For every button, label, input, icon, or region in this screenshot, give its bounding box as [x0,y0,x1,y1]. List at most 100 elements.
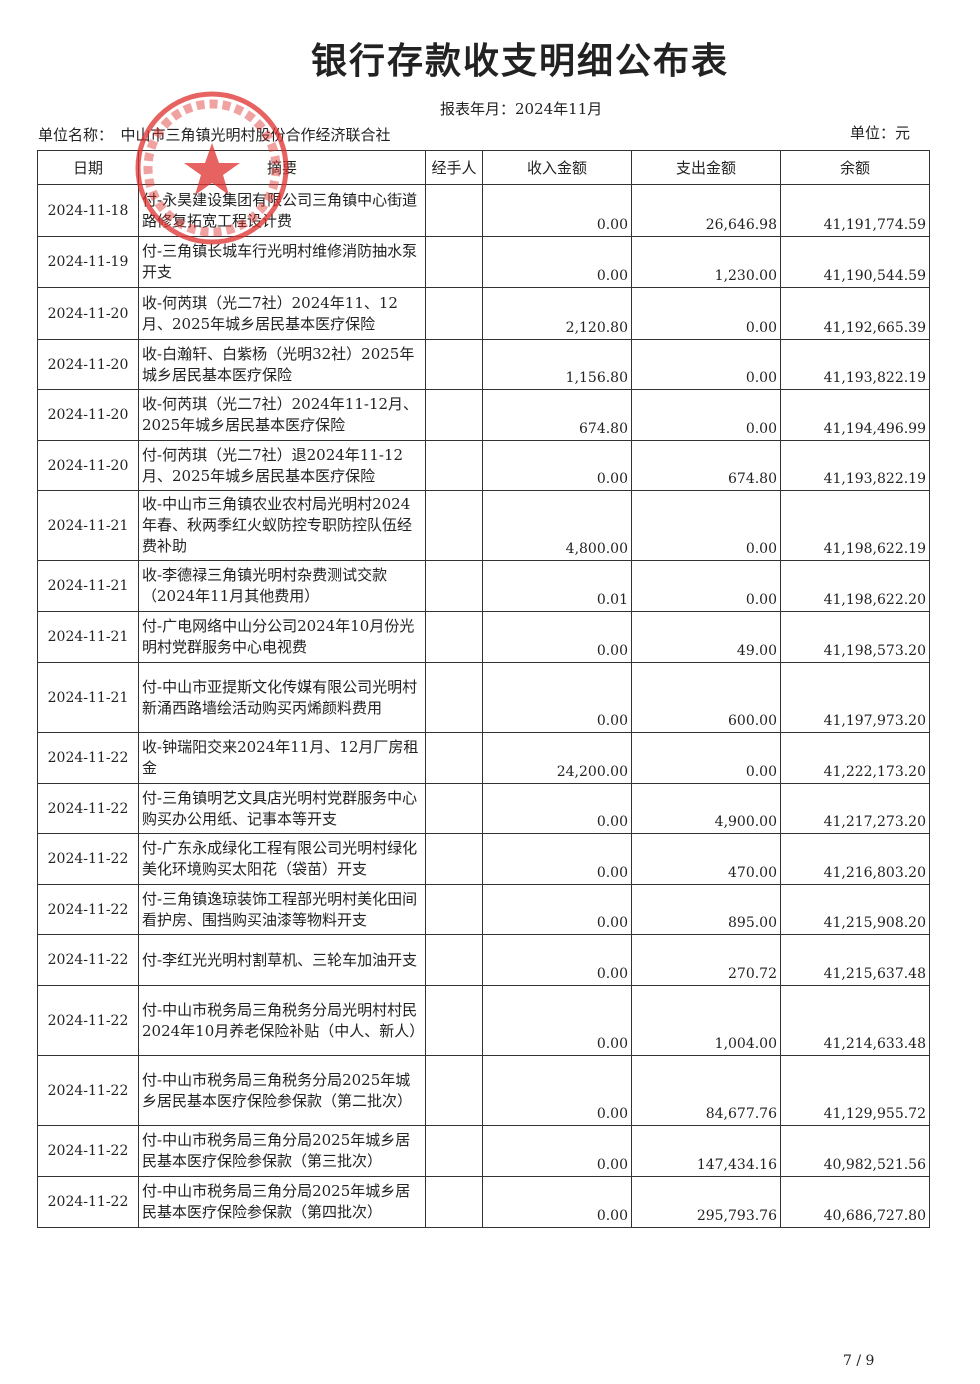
row-income: 0.00 [482,833,632,885]
row-handler [425,339,483,390]
row-date: 2024-11-18 [37,184,139,237]
row-income: 24,200.00 [482,732,632,784]
report-period: 报表年月：2024年11月 [440,100,603,118]
currency-unit: 单位：元 [850,124,911,142]
row-income: 0.00 [482,985,632,1056]
row-date: 2024-11-22 [37,732,139,784]
row-description: 付-三角镇长城车行光明村维修消防抽水泵开支 [138,236,426,288]
row-date: 2024-11-22 [37,783,139,834]
row-date: 2024-11-20 [37,389,139,441]
row-date: 2024-11-20 [37,440,139,491]
row-date: 2024-11-21 [37,662,139,733]
row-description: 收-中山市三角镇农业农村局光明村2024年春、秋两季红火蚁防控专职防控队伍经费补… [138,490,426,561]
row-income: 0.00 [482,934,632,986]
row-balance: 41,194,496.99 [780,389,930,441]
row-income: 674.80 [482,389,632,441]
row-description: 付-三角镇明艺文具店光明村党群服务中心购买办公用纸、记事本等开支 [138,783,426,834]
row-handler [425,389,483,441]
row-date: 2024-11-19 [37,236,139,288]
row-income: 0.00 [482,1055,632,1126]
row-description: 收-钟瑞阳交来2024年11月、12月厂房租金 [138,732,426,784]
row-handler [425,985,483,1056]
table-row: 2024-11-21 收-李德禄三角镇光明村杂费测试交款（2024年11月其他费用… [37,560,930,612]
table-row: 2024-11-19 付-三角镇长城车行光明村维修消防抽水泵开支 0.00 1,230… [37,236,930,288]
row-income: 0.00 [482,236,632,288]
row-date: 2024-11-20 [37,287,139,340]
col-expense: 支出金额 [631,150,781,185]
row-balance: 41,222,173.20 [780,732,930,784]
col-date: 日期 [37,150,139,185]
row-balance: 41,215,908.20 [780,884,930,935]
row-balance: 41,217,273.20 [780,783,930,834]
row-expense: 674.80 [631,440,781,491]
row-balance: 41,191,774.59 [780,184,930,237]
row-balance: 41,193,822.19 [780,339,930,390]
row-income: 0.00 [482,440,632,491]
table-row: 2024-11-22 付-三角镇明艺文具店光明村党群服务中心购买办公用纸、记事本等… [37,783,930,834]
table-row: 2024-11-21 付-中山市亚提斯文化传媒有限公司光明村新涌西路墙绘活动购买丙… [37,662,930,733]
row-income: 0.00 [482,1176,632,1228]
row-description: 付-中山市亚提斯文化传媒有限公司光明村新涌西路墙绘活动购买丙烯颜料费用 [138,662,426,733]
table-row: 2024-11-21 收-中山市三角镇农业农村局光明村2024年春、秋两季红火蚁防… [37,490,930,561]
col-income: 收入金额 [482,150,632,185]
row-handler [425,934,483,986]
row-expense: 26,646.98 [631,184,781,237]
page-title: 银行存款收支明细公布表 [310,41,729,82]
row-handler [425,732,483,784]
table-row: 2024-11-22 付-中山市税务局三角税务分局光明村村民2024年10月养老保… [37,985,930,1056]
row-balance: 41,197,973.20 [780,662,930,733]
row-income: 0.00 [482,184,632,237]
row-handler [425,440,483,491]
row-income: 4,800.00 [482,490,632,561]
row-expense: 84,677.76 [631,1055,781,1126]
row-expense: 1,004.00 [631,985,781,1056]
row-date: 2024-11-22 [37,985,139,1056]
row-description: 付-三角镇逸琼装饰工程部光明村美化田间看护房、围挡购买油漆等物料开支 [138,884,426,935]
row-expense: 0.00 [631,339,781,390]
row-expense: 0.00 [631,287,781,340]
row-description: 收-白瀚轩、白紫杨（光明32社）2025年城乡居民基本医疗保险 [138,339,426,390]
row-description: 付-广东永成绿化工程有限公司光明村绿化美化环境购买太阳花（袋苗）开支 [138,833,426,885]
row-date: 2024-11-21 [37,611,139,663]
row-balance: 41,129,955.72 [780,1055,930,1126]
row-expense: 4,900.00 [631,783,781,834]
row-balance: 41,216,803.20 [780,833,930,885]
row-description: 付-永昊建设集团有限公司三角镇中心街道路修复拓宽工程设计费 [138,184,426,237]
table-row: 2024-11-20 收-何芮琪（光二7社）2024年11-12月、2025年城乡… [37,389,930,441]
row-expense: 147,434.16 [631,1125,781,1177]
row-date: 2024-11-22 [37,884,139,935]
unit-name: 单位名称： 中山市三角镇光明村股份合作经济联合社 [38,126,391,144]
row-income: 2,120.80 [482,287,632,340]
row-handler [425,560,483,612]
row-handler [425,1125,483,1177]
row-description: 付-中山市税务局三角分局2025年城乡居民基本医疗保险参保款（第四批次） [138,1176,426,1228]
row-expense: 600.00 [631,662,781,733]
row-income: 0.00 [482,884,632,935]
table-row: 2024-11-22 付-中山市税务局三角税务分局2025年城乡居民基本医疗保险参… [37,1055,930,1126]
row-date: 2024-11-22 [37,1055,139,1126]
row-expense: 0.00 [631,490,781,561]
row-balance: 41,192,665.39 [780,287,930,340]
table-row: 2024-11-20 收-何芮琪（光二7社）2024年11、12月、2025年城乡… [37,287,930,340]
row-handler [425,662,483,733]
table-header: 日期 摘要 经手人 收入金额 支出金额 余额 [37,150,930,185]
row-description: 付-李红光光明村割草机、三轮车加油开支 [138,934,426,986]
row-balance: 41,214,633.48 [780,985,930,1056]
row-handler [425,1176,483,1228]
row-date: 2024-11-22 [37,833,139,885]
table-row: 2024-11-22 付-中山市税务局三角分局2025年城乡居民基本医疗保险参保款… [37,1125,930,1177]
row-expense: 895.00 [631,884,781,935]
row-balance: 40,686,727.80 [780,1176,930,1228]
row-date: 2024-11-21 [37,490,139,561]
row-handler [425,287,483,340]
col-desc: 摘要 [138,150,426,185]
row-balance: 41,198,622.19 [780,490,930,561]
row-expense: 470.00 [631,833,781,885]
row-description: 付-广电网络中山分公司2024年10月份光明村党群服务中心电视费 [138,611,426,663]
row-date: 2024-11-22 [37,934,139,986]
row-handler [425,184,483,237]
table-row: 2024-11-22 付-广东永成绿化工程有限公司光明村绿化美化环境购买太阳花（袋… [37,833,930,885]
row-expense: 0.00 [631,560,781,612]
row-description: 收-李德禄三角镇光明村杂费测试交款（2024年11月其他费用） [138,560,426,612]
row-description: 付-中山市税务局三角分局2025年城乡居民基本医疗保险参保款（第三批次） [138,1125,426,1177]
